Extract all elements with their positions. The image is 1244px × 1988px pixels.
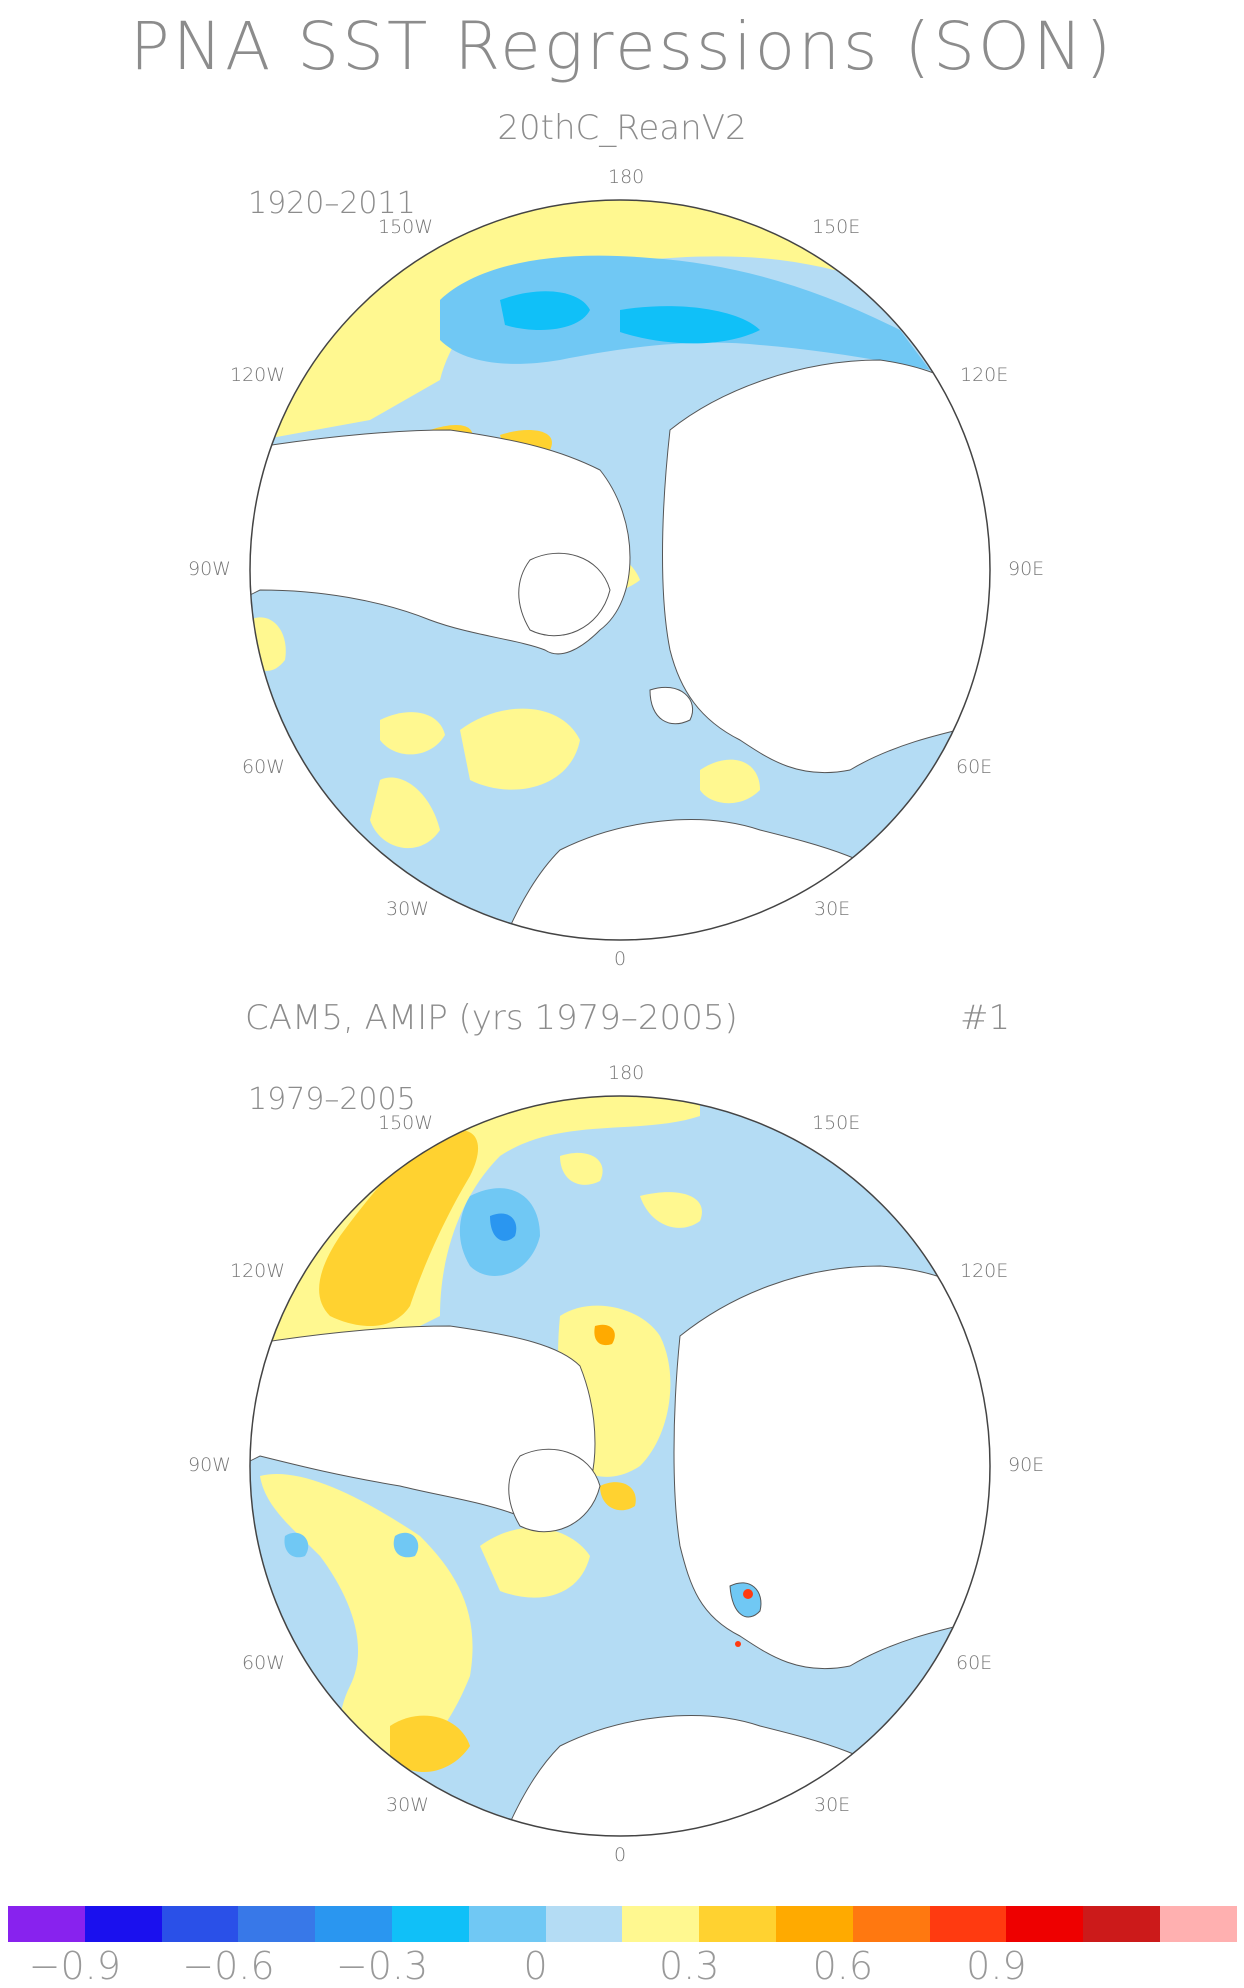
colorbar-tick-label: −0.3 [335, 1944, 429, 1988]
panel1-lon-60e: 60E [956, 756, 993, 778]
colorbar-swatch [1006, 1906, 1084, 1942]
panel2-map [249, 1095, 991, 1837]
panel1-lon-90w: 90W [188, 558, 231, 580]
panel2-lon-60w: 60W [242, 1652, 285, 1674]
panel1-period: 1920–2011 [248, 186, 416, 221]
panel1-lon-120e: 120E [960, 364, 1009, 386]
colorbar-tick-label: 0.3 [658, 1944, 720, 1988]
panel1-lon-150e: 150E [812, 216, 861, 238]
colorbar-swatch [775, 1906, 853, 1942]
colorbar-swatch [1083, 1906, 1160, 1942]
colorbar-swatch [622, 1906, 700, 1942]
panel2-sst-field [250, 1096, 990, 1836]
panel2-lon-90e: 90E [1008, 1454, 1045, 1476]
colorbar-tick-label: −0.9 [28, 1944, 121, 1988]
colorbar-tick-label: −0.6 [182, 1944, 275, 1988]
panel1-sst-field [250, 200, 990, 940]
colorbar [8, 1906, 1237, 1942]
colorbar-swatch [699, 1906, 776, 1942]
panel2-lon-90w: 90W [188, 1454, 231, 1476]
panel1-lon-120w: 120W [230, 364, 286, 386]
colorbar-tick-label: 0 [523, 1944, 548, 1988]
colorbar-swatch [545, 1906, 623, 1942]
colorbar-swatch [391, 1906, 469, 1942]
panel1-lon-90e: 90E [1008, 558, 1045, 580]
panel2-lon-180: 180 [608, 1062, 645, 1084]
panel2-lon-30e: 30E [814, 1794, 851, 1816]
colorbar-swatch [84, 1906, 162, 1942]
colorbar-swatch [8, 1906, 85, 1942]
colorbar-swatch [929, 1906, 1007, 1942]
panel1-map [249, 199, 991, 941]
panel1-lon-180: 180 [608, 166, 645, 188]
panel1-lon-30e: 30E [814, 898, 851, 920]
colorbar-swatch [238, 1906, 316, 1942]
main-title: PNA SST Regressions (SON) [129, 8, 1115, 85]
panel2-lon-150w: 150W [378, 1112, 434, 1134]
panel2-lon-120w: 120W [230, 1260, 286, 1282]
panel2-lon-120e: 120E [960, 1260, 1009, 1282]
colorbar-tick-label: 0.9 [966, 1944, 1027, 1988]
panel2-period: 1979–2005 [248, 1082, 416, 1117]
panel2-lon-150e: 150E [812, 1112, 861, 1134]
colorbar-swatch [161, 1906, 239, 1942]
colorbar-swatch [315, 1906, 392, 1942]
colorbar-swatch [1159, 1906, 1237, 1942]
panel1-lon-30w: 30W [386, 898, 429, 920]
panel1-subtitle: 20thC_ReanV2 [497, 108, 747, 148]
panel1-lon-60w: 60W [242, 756, 285, 778]
panel1-lon-0: 0 [614, 948, 627, 970]
colorbar-swatch [852, 1906, 930, 1942]
panel1-lon-150w: 150W [378, 216, 434, 238]
panel2-lon-60e: 60E [956, 1652, 993, 1674]
panel2-subtitle: CAM5, AMIP (yrs 1979–2005) [245, 998, 738, 1038]
panel2-member: #1 [960, 998, 1011, 1038]
colorbar-swatch [468, 1906, 546, 1942]
colorbar-tick-label: 0.6 [812, 1944, 874, 1988]
panel2-lon-30w: 30W [386, 1794, 429, 1816]
panel2-lon-0: 0 [614, 1844, 627, 1866]
